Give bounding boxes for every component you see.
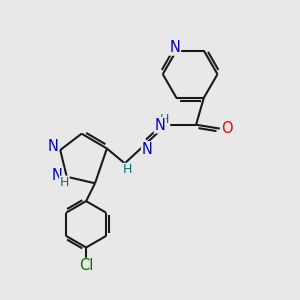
Text: O: O bbox=[221, 121, 233, 136]
Text: H: H bbox=[60, 176, 69, 189]
Text: N: N bbox=[52, 168, 63, 183]
Text: Cl: Cl bbox=[79, 258, 93, 273]
Text: N: N bbox=[154, 118, 165, 133]
Text: H: H bbox=[123, 164, 132, 176]
Text: N: N bbox=[142, 142, 152, 157]
Text: H: H bbox=[160, 113, 170, 126]
Text: N: N bbox=[169, 40, 180, 55]
Text: N: N bbox=[47, 139, 58, 154]
